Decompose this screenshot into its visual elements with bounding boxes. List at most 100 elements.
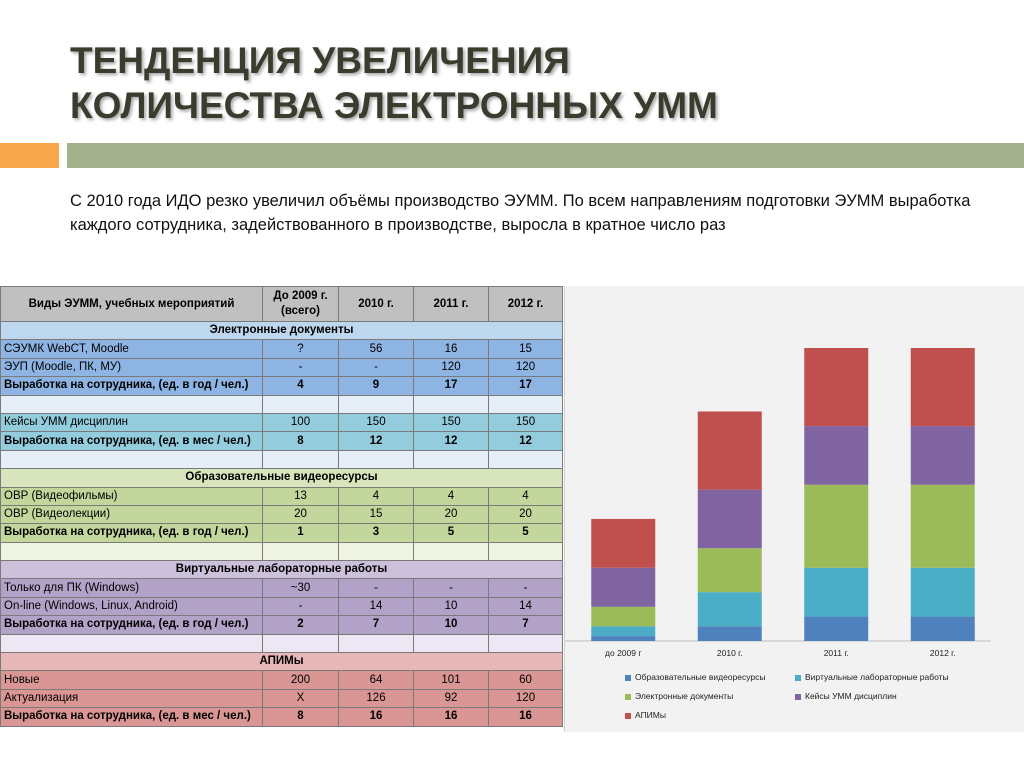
table-row: Новые 200 64 101 60 — [0, 670, 563, 690]
legend-label: Виртуальные лабораторные работы — [805, 672, 949, 682]
row-label — [0, 394, 263, 414]
legend-item: Кейсы УММ дисциплин — [795, 691, 897, 701]
bar-segment — [910, 616, 975, 641]
legend-item: Виртуальные лабораторные работы — [795, 672, 949, 682]
bar-segment — [697, 548, 762, 593]
row-value: X — [262, 688, 339, 709]
section-title: АПИМы — [0, 652, 563, 672]
row-value — [413, 449, 489, 470]
header-2010: 2010 г. — [338, 286, 414, 322]
row-value — [488, 449, 563, 470]
row-value: 150 — [413, 412, 489, 433]
bar-segment — [804, 348, 869, 427]
bar-segment — [591, 636, 656, 641]
row-value: 200 — [262, 670, 339, 690]
bar-segment — [910, 484, 975, 568]
legend-item: Электронные документы — [625, 691, 733, 701]
bar-segment — [697, 411, 762, 490]
table-row: Выработка на сотрудника, (ед. в мес / че… — [0, 431, 563, 451]
legend-label: АПИМы — [635, 710, 666, 720]
intro-text: С 2010 года ИДО резко увеличил объёмы пр… — [70, 192, 971, 234]
x-tick-label: до 2009 г — [605, 648, 641, 658]
row-value: 8 — [262, 431, 339, 451]
row-label: On-line (Windows, Linux, Android) — [0, 596, 263, 617]
table-row: ОВР (Видеолекции) 20 15 20 20 — [0, 504, 563, 525]
row-value — [338, 633, 414, 654]
row-label — [0, 541, 263, 562]
row-value: 13 — [262, 486, 339, 506]
row-value: 2 — [262, 615, 339, 635]
row-value: 4 — [338, 486, 414, 506]
section-title: Электронные документы — [0, 320, 563, 341]
row-label: СЭУМК WebCT, Moodle — [0, 339, 263, 359]
row-value: 1 — [262, 523, 339, 543]
row-value — [488, 394, 563, 414]
row-value: 14 — [338, 596, 414, 617]
bar-segment — [910, 567, 975, 617]
row-label: ЭУП (Moodle, ПК, МУ) — [0, 357, 263, 378]
table-row: Кейсы УММ дисциплин 100 150 150 150 — [0, 412, 563, 433]
table-row: Только для ПК (Windows) ~30- - - — [0, 578, 563, 598]
row-label: Актуализация — [0, 688, 263, 709]
bar-segment — [697, 489, 762, 549]
row-value: 150 — [338, 412, 414, 433]
row-value: 20 — [262, 504, 339, 525]
table-row — [0, 633, 563, 654]
row-value: - — [262, 357, 339, 378]
row-value: 17 — [413, 376, 489, 396]
row-value: 120 — [413, 357, 489, 378]
header-2011: 2011 г. — [413, 286, 489, 322]
slide-title-line-1: ТЕНДЕНЦИЯ УВЕЛИЧЕНИЯ — [70, 40, 570, 81]
row-label: Выработка на сотрудника, (ед. в год / че… — [0, 615, 263, 635]
row-value — [262, 541, 339, 562]
table-row — [0, 541, 563, 562]
legend-item: Образовательные видеоресурсы — [625, 672, 765, 682]
stacked-bar-chart: до 2009 г 2010 г. 2011 г. 2012 г. Образоват… — [564, 286, 1024, 732]
row-value — [262, 449, 339, 470]
legend-label: Образовательные видеоресурсы — [635, 672, 766, 682]
row-value — [338, 449, 414, 470]
row-value: - — [413, 578, 489, 598]
bar-segment — [591, 518, 656, 568]
table-row: СЭУМК WebCT, Moodle? 56 16 15 — [0, 339, 563, 359]
row-value: 60 — [488, 670, 563, 690]
table-row: ЭУП (Moodle, ПК, МУ) - -120 120 — [0, 357, 563, 378]
row-value — [413, 394, 489, 414]
row-value — [338, 541, 414, 562]
row-value: 15 — [338, 504, 414, 525]
bar-segment — [804, 484, 869, 568]
row-value: 150 — [488, 412, 563, 433]
bar-segment — [697, 626, 762, 641]
divider-bar — [67, 143, 1024, 168]
table-row — [0, 394, 563, 414]
row-label: Выработка на сотрудника, (ед. в мес / че… — [0, 707, 263, 727]
row-value: 8 — [262, 707, 339, 727]
table-section-row: Электронные документы — [0, 320, 563, 341]
row-value: - — [262, 596, 339, 617]
header-2012: 2012 г. — [488, 286, 563, 322]
bar-segment — [591, 626, 656, 637]
legend-label: Электронные документы — [635, 691, 734, 701]
row-value: 16 — [413, 707, 489, 727]
chart-canvas: до 2009 г 2010 г. 2011 г. 2012 г. — [565, 348, 991, 658]
table-row — [0, 449, 563, 470]
legend-swatch — [625, 693, 631, 700]
row-label — [0, 633, 263, 654]
table-row: On-line (Windows, Linux, Android) -14 10 14 — [0, 596, 563, 617]
row-label: Выработка на сотрудника, (ед. в год / че… — [0, 376, 263, 396]
table-header-row: Виды ЭУММ, учебных мероприятий До 2009 г… — [0, 286, 563, 322]
row-label: Кейсы УММ дисциплин — [0, 412, 263, 433]
row-value: 12 — [488, 431, 563, 451]
legend-swatch — [795, 693, 801, 700]
table-section-row: АПИМы — [0, 652, 563, 672]
table-row: Актуализация X 126 92 120 — [0, 688, 563, 709]
row-value — [338, 394, 414, 414]
row-label: ОВР (Видеофильмы) — [0, 486, 263, 506]
row-value: 56 — [338, 339, 414, 359]
table-row: Выработка на сотрудника, (ед. в год / че… — [0, 615, 563, 635]
row-value: 16 — [413, 339, 489, 359]
legend-swatch — [625, 712, 631, 719]
bar-segment — [591, 567, 656, 607]
slide-title: ТЕНДЕНЦИЯ УВЕЛИЧЕНИЯ КОЛИЧЕСТВА ЭЛЕКТРОН… — [70, 38, 970, 128]
row-value: 16 — [488, 707, 563, 727]
